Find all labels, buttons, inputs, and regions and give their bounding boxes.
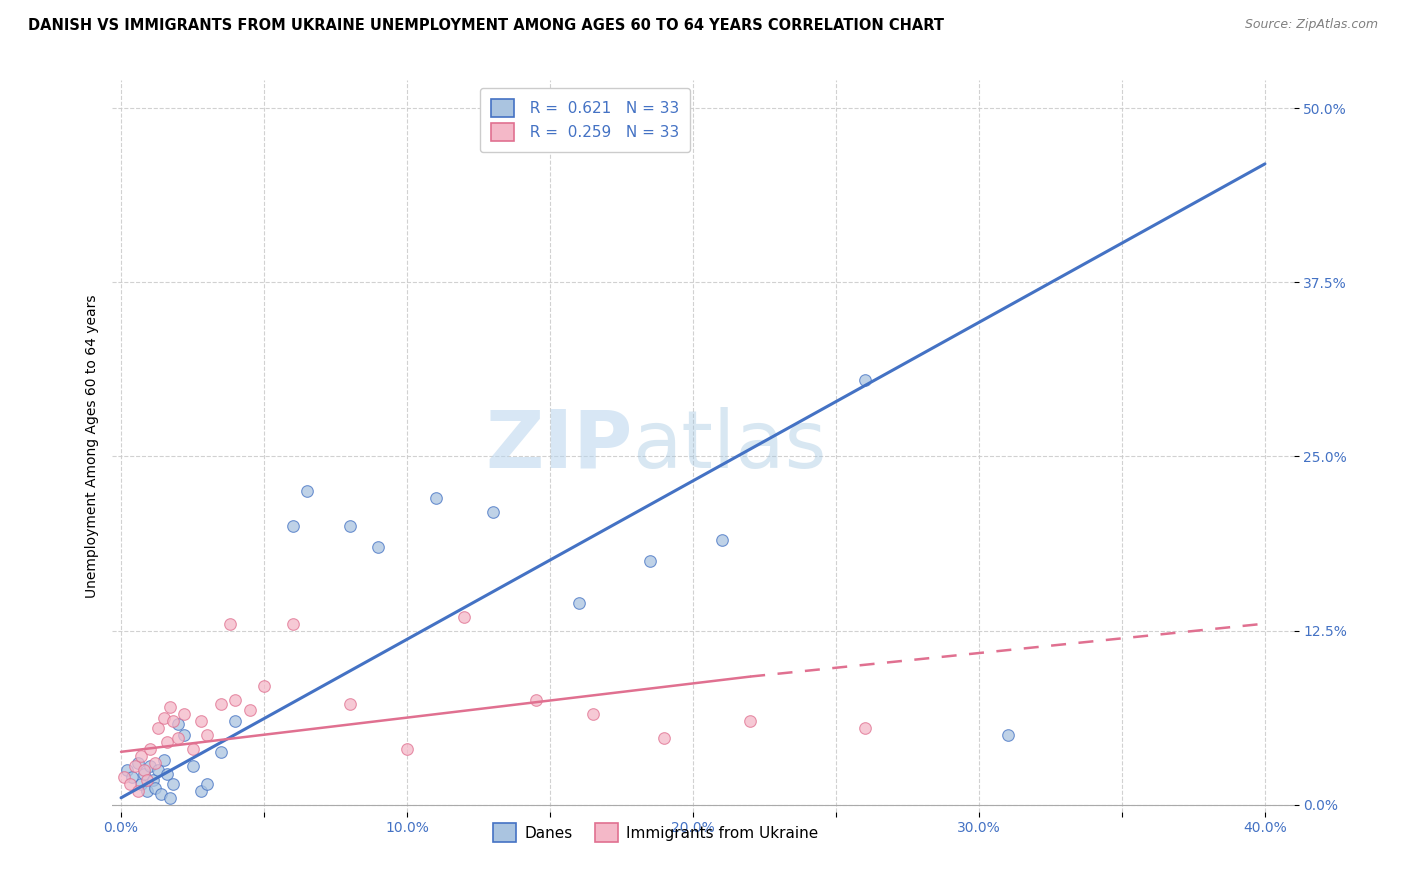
Point [153,711,176,725]
Point [654,731,676,745]
Point [395,742,418,756]
Point [153,753,176,767]
Point [135,784,157,798]
Point [181,742,204,756]
Point [740,714,762,728]
Point [162,777,184,791]
Point [281,519,304,533]
Point [173,707,195,722]
Point [224,714,246,728]
Point [112,770,135,784]
Point [710,533,733,547]
Point [127,784,149,798]
Point [190,714,212,728]
Y-axis label: Unemployment Among Ages 60 to 64 years: Unemployment Among Ages 60 to 64 years [84,294,98,598]
Text: DANISH VS IMMIGRANTS FROM UKRAINE UNEMPLOYMENT AMONG AGES 60 TO 64 YEARS CORRELA: DANISH VS IMMIGRANTS FROM UKRAINE UNEMPL… [28,18,943,33]
Point [132,767,155,781]
Point [156,767,179,781]
Point [190,784,212,798]
Point [148,721,170,735]
Point [195,728,218,742]
Point [156,735,179,749]
Point [367,540,389,554]
Text: atlas: atlas [633,407,827,485]
Point [167,717,190,731]
Point [167,731,190,745]
Point [281,616,304,631]
Point [138,742,160,756]
Point [162,714,184,728]
Point [638,554,661,568]
Point [209,745,232,759]
Point [115,763,138,777]
Point [425,491,447,506]
Point [853,721,876,735]
Point [121,770,143,784]
Point [145,780,167,795]
Point [118,777,141,791]
Text: Source: ZipAtlas.com: Source: ZipAtlas.com [1244,18,1378,31]
Point [141,772,163,787]
Point [295,484,318,499]
Point [195,777,218,791]
Point [218,616,240,631]
Point [129,777,152,791]
Point [853,373,876,387]
Text: ZIP: ZIP [485,407,633,485]
Point [159,700,181,714]
Point [209,698,232,712]
Point [582,707,605,722]
Point [145,756,167,770]
Point [173,728,195,742]
Point [135,772,157,787]
Point [339,698,361,712]
Point [127,756,149,770]
Point [482,505,505,519]
Point [138,758,160,772]
Point [181,758,204,772]
Point [129,749,152,764]
Point [997,728,1019,742]
Point [524,693,547,707]
Point [239,703,262,717]
Point [339,519,361,533]
Point [159,790,181,805]
Point [148,763,170,777]
Point [453,609,475,624]
Point [124,758,146,772]
Legend: Danes, Immigrants from Ukraine: Danes, Immigrants from Ukraine [488,817,824,848]
Point [224,693,246,707]
Point [568,596,591,610]
Point [132,763,155,777]
Point [253,679,276,693]
Point [150,787,173,801]
